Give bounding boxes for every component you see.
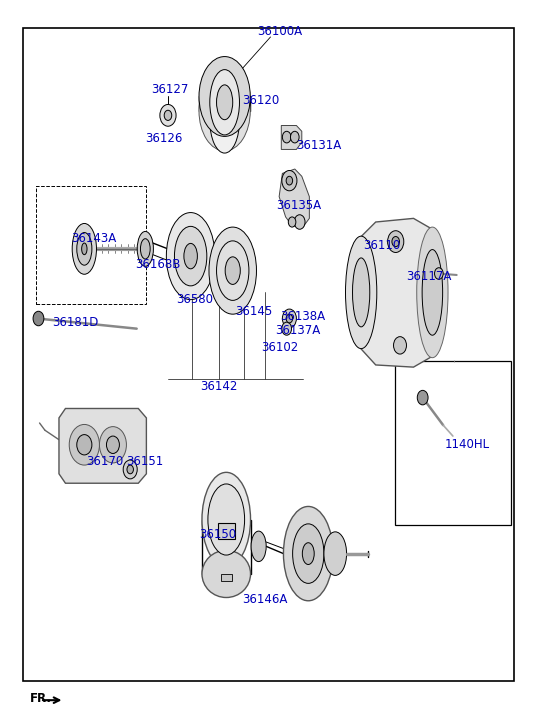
- Circle shape: [123, 460, 137, 479]
- Ellipse shape: [184, 244, 197, 269]
- Text: 36143A: 36143A: [71, 232, 116, 245]
- Circle shape: [33, 311, 44, 326]
- Text: 36138A: 36138A: [280, 310, 325, 323]
- Bar: [394, 361, 511, 525]
- Text: 36181D: 36181D: [52, 316, 98, 329]
- Circle shape: [392, 236, 399, 246]
- Circle shape: [291, 132, 299, 143]
- Ellipse shape: [293, 524, 324, 583]
- Text: 36145: 36145: [235, 305, 273, 318]
- Ellipse shape: [137, 231, 154, 266]
- Text: 36168B: 36168B: [136, 257, 181, 270]
- Ellipse shape: [225, 257, 240, 284]
- Text: 36100A: 36100A: [257, 25, 302, 38]
- Circle shape: [286, 176, 293, 185]
- Text: 36137A: 36137A: [275, 324, 320, 337]
- Circle shape: [282, 309, 296, 328]
- Circle shape: [127, 465, 134, 474]
- Text: 36580: 36580: [176, 293, 213, 306]
- Circle shape: [294, 214, 305, 229]
- Text: 36150: 36150: [199, 528, 236, 540]
- Circle shape: [100, 427, 127, 463]
- Circle shape: [160, 105, 176, 126]
- Bar: [217, 523, 235, 539]
- Circle shape: [387, 230, 404, 252]
- Ellipse shape: [302, 543, 314, 564]
- Ellipse shape: [324, 532, 347, 575]
- Circle shape: [107, 436, 120, 454]
- Ellipse shape: [346, 236, 377, 349]
- Text: 36131A: 36131A: [296, 140, 342, 153]
- Ellipse shape: [208, 484, 245, 555]
- Text: FR.: FR.: [30, 692, 52, 705]
- Text: 36142: 36142: [200, 380, 237, 393]
- Ellipse shape: [417, 227, 448, 358]
- Ellipse shape: [283, 507, 333, 601]
- Circle shape: [282, 322, 292, 335]
- Ellipse shape: [199, 71, 250, 151]
- Circle shape: [164, 111, 171, 121]
- Text: 36146A: 36146A: [242, 593, 288, 606]
- Ellipse shape: [141, 238, 150, 259]
- Circle shape: [288, 217, 296, 227]
- Ellipse shape: [82, 243, 87, 254]
- Text: 36110: 36110: [364, 239, 400, 252]
- Ellipse shape: [251, 531, 266, 561]
- Ellipse shape: [77, 233, 92, 265]
- Ellipse shape: [216, 85, 233, 120]
- Circle shape: [393, 337, 406, 354]
- Bar: [36, 186, 147, 304]
- Polygon shape: [279, 169, 309, 227]
- Polygon shape: [361, 218, 432, 367]
- Ellipse shape: [202, 550, 250, 598]
- Ellipse shape: [210, 88, 240, 153]
- Text: 36126: 36126: [146, 132, 183, 145]
- Text: 36117A: 36117A: [406, 270, 452, 283]
- Text: 36170: 36170: [86, 455, 123, 468]
- Polygon shape: [281, 126, 302, 150]
- Ellipse shape: [209, 227, 256, 314]
- Ellipse shape: [174, 226, 207, 286]
- Text: 36102: 36102: [261, 341, 298, 354]
- Circle shape: [282, 171, 297, 190]
- Circle shape: [417, 390, 428, 405]
- Text: 36151: 36151: [126, 455, 163, 468]
- Ellipse shape: [202, 473, 250, 566]
- Ellipse shape: [166, 212, 215, 300]
- Ellipse shape: [353, 258, 370, 327]
- Text: 1140HL: 1140HL: [444, 438, 490, 451]
- Circle shape: [77, 435, 92, 455]
- Bar: [221, 574, 232, 581]
- Circle shape: [69, 425, 100, 465]
- Polygon shape: [59, 409, 147, 483]
- Circle shape: [286, 314, 293, 323]
- Text: 36135A: 36135A: [276, 198, 321, 212]
- Circle shape: [282, 132, 291, 143]
- Text: 36120: 36120: [242, 94, 280, 107]
- Circle shape: [434, 268, 443, 279]
- Ellipse shape: [72, 223, 96, 274]
- Text: 36127: 36127: [151, 83, 188, 96]
- Ellipse shape: [210, 70, 240, 135]
- Ellipse shape: [199, 57, 250, 137]
- Ellipse shape: [422, 249, 443, 335]
